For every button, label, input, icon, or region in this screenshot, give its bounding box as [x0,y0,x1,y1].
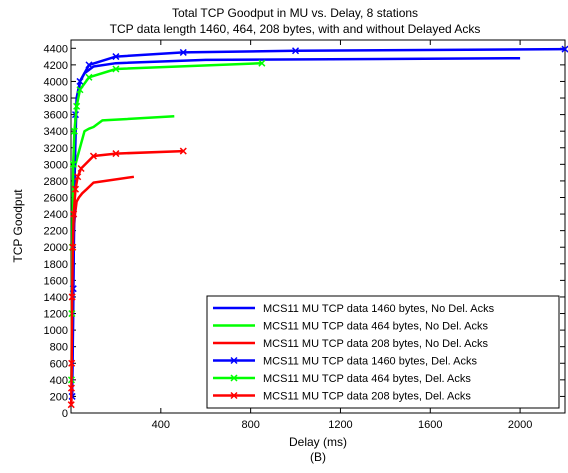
legend-label: MCS11 MU TCP data 464 bytes, No Del. Ack… [263,321,488,333]
legend-item: MCS11 MU TCP data 208 bytes, Del. Acks [213,391,471,403]
legend-label: MCS11 MU TCP data 208 bytes, No Del. Ack… [263,338,488,350]
data-point [68,359,76,367]
y-tick-label: 3000 [44,159,68,171]
legend-item: MCS11 MU TCP data 1460 bytes, No Del. Ac… [213,303,495,315]
data-point [76,86,84,94]
y-tick-label: 2600 [44,192,68,204]
y-tick-label: 2400 [44,209,68,221]
legend-item: MCS11 MU TCP data 464 bytes, No Del. Ack… [213,321,488,333]
data-point [89,152,97,160]
chart-title: Total TCP Goodput in MU vs. Delay, 8 sta… [172,6,418,20]
y-tick-label: 800 [50,342,68,354]
legend-label: MCS11 MU TCP data 1460 bytes, Del. Acks [263,356,477,368]
y-tick-label: 4200 [44,60,68,72]
y-tick-label: 4000 [44,76,68,88]
y-tick-label: 3400 [44,126,68,138]
x-tick-label: 2000 [508,419,532,431]
data-point [112,65,120,73]
legend-item: MCS11 MU TCP data 1460 bytes, Del. Acks [213,356,477,368]
y-tick-label: 400 [50,375,68,387]
data-point [85,73,93,81]
y-tick-label: 3600 [44,110,68,122]
data-point [67,384,75,392]
data-point [258,59,266,67]
y-tick-label: 2200 [44,226,68,238]
data-point [70,127,78,135]
x-axis-label: Delay (ms) [289,435,347,449]
data-point [77,164,85,173]
legend-label: MCS11 MU TCP data 208 bytes, Del. Acks [263,391,471,403]
y-tick-label: 1000 [44,325,68,337]
y-tick-label: 200 [50,391,68,403]
y-tick-label: 2000 [44,242,68,254]
data-point [292,47,300,55]
figure-caption: (B) [310,450,326,464]
data-point [85,61,93,69]
series-line [69,149,184,405]
data-point [179,147,187,155]
data-point [71,185,80,193]
legend-label: MCS11 MU TCP data 464 bytes, Del. Acks [263,373,471,385]
legend-label: MCS11 MU TCP data 1460 bytes, No Del. Ac… [263,303,495,315]
data-point [68,293,76,301]
legend-item: MCS11 MU TCP data 464 bytes, Del. Acks [213,373,471,385]
data-point [69,160,77,168]
legend-marker [230,391,238,400]
x-tick-label: 400 [152,419,170,431]
y-tick-label: 3200 [44,143,68,155]
y-tick-label: 1400 [44,292,68,304]
y-tick-label: 4400 [44,43,68,55]
data-point [74,173,82,181]
data-point [179,48,187,56]
x-tick-label: 1200 [328,419,352,431]
chart-subtitle: TCP data length 1460, 464, 208 bytes, wi… [110,22,481,36]
data-point [70,210,78,218]
legend-marker [230,374,238,382]
data-point [112,53,120,61]
data-point [67,401,75,409]
y-tick-label: 1600 [44,275,68,287]
data-point [76,77,84,85]
data-point [69,243,77,251]
y-tick-label: 1200 [44,309,68,321]
series-5 [67,147,187,409]
y-tick-label: 0 [62,408,68,420]
data-point [112,150,120,158]
x-tick-label: 800 [241,419,259,431]
y-axis-label: TCP Goodput [11,189,25,263]
y-tick-label: 3800 [44,93,68,105]
y-tick-label: 2800 [44,176,68,188]
legend-box [206,295,560,409]
y-tick-label: 600 [50,358,68,370]
x-tick-label: 1600 [418,419,442,431]
y-tick-label: 1800 [44,259,68,271]
data-point [73,102,81,110]
data-point [561,45,568,53]
legend-marker [230,356,238,365]
legend-item: MCS11 MU TCP data 208 bytes, No Del. Ack… [213,338,488,350]
